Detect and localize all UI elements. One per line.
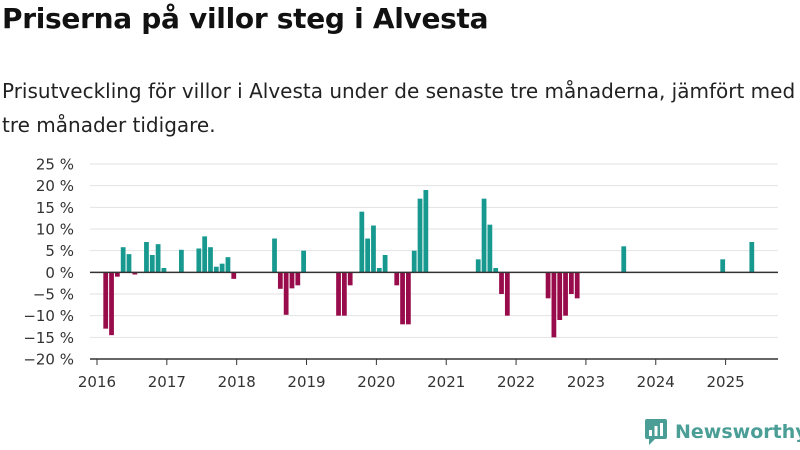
bar xyxy=(208,247,213,273)
bar xyxy=(563,272,568,316)
bar xyxy=(219,263,225,273)
bar xyxy=(196,248,202,273)
brand-name: Newsworthy xyxy=(675,421,800,443)
bar xyxy=(493,268,499,273)
bar xyxy=(720,259,726,273)
x-tick-label: 2025 xyxy=(707,373,745,391)
bar xyxy=(371,225,376,273)
bar xyxy=(475,259,481,273)
bar xyxy=(574,272,580,299)
bar xyxy=(411,250,417,273)
bar xyxy=(179,249,184,273)
bar xyxy=(301,250,306,273)
x-tick-label: 2024 xyxy=(637,373,675,391)
bar xyxy=(621,246,627,273)
x-tick-label: 2017 xyxy=(148,373,186,391)
y-tick-label: 25 % xyxy=(36,156,74,174)
bar xyxy=(394,272,400,286)
x-tick-label: 2016 xyxy=(78,373,116,391)
brand: Newsworthy xyxy=(644,418,800,446)
bar xyxy=(557,272,563,320)
bar xyxy=(109,272,114,336)
bar xyxy=(126,254,132,273)
y-tick-label: −15 % xyxy=(23,329,74,347)
bar xyxy=(225,257,231,273)
bar xyxy=(417,198,423,273)
y-tick-label: 10 % xyxy=(36,221,74,239)
bar xyxy=(277,272,283,289)
bar xyxy=(400,272,405,325)
x-tick-label: 2021 xyxy=(427,373,465,391)
newsworthy-logo-icon xyxy=(645,419,667,445)
bar xyxy=(155,244,161,273)
chart-subtitle: Prisutveckling för villor i Alvesta unde… xyxy=(2,79,796,137)
x-axis-ticks: 2016 2017 2018 2019 2020 2021 2022 2023 2024 2025 xyxy=(78,359,745,391)
y-tick-label: 5 % xyxy=(45,242,74,260)
bar xyxy=(551,272,557,338)
x-tick-label: 2022 xyxy=(497,373,535,391)
bars xyxy=(103,190,755,338)
bar xyxy=(149,255,155,273)
bar xyxy=(161,268,167,273)
gridlines xyxy=(90,163,778,360)
y-tick-label: 0 % xyxy=(45,264,74,282)
y-tick-label: −5 % xyxy=(33,286,74,304)
page-title: Priserna på villor steg i Alvesta xyxy=(2,2,489,35)
y-axis-ticks: 25 % 20 % 15 % 10 % 5 % 0 % −5 % −10 % −15 % −20 … xyxy=(23,156,74,369)
bar xyxy=(289,272,295,289)
bar xyxy=(568,272,574,294)
bar xyxy=(499,272,504,294)
bar xyxy=(120,247,126,273)
bar xyxy=(103,272,109,329)
bar xyxy=(365,238,371,273)
x-tick-label: 2019 xyxy=(287,373,325,391)
bar xyxy=(213,266,219,273)
bar xyxy=(376,268,382,273)
bar xyxy=(295,272,301,286)
bar xyxy=(231,272,237,279)
bar xyxy=(406,272,411,325)
bar xyxy=(504,272,510,316)
bar-annotation: 7 % xyxy=(0,0,14,4)
bar xyxy=(144,242,149,273)
bar xyxy=(283,272,289,315)
bar xyxy=(114,272,120,277)
bar xyxy=(423,190,429,273)
bar xyxy=(336,272,341,316)
x-axis xyxy=(90,271,778,360)
x-tick-label: 2023 xyxy=(567,373,605,391)
bar xyxy=(749,242,755,273)
bar xyxy=(545,272,551,299)
bar xyxy=(481,198,487,273)
y-tick-label: 20 % xyxy=(36,177,74,195)
bar xyxy=(487,224,493,273)
bar xyxy=(132,272,138,275)
bar xyxy=(382,255,388,273)
y-tick-label: 15 % xyxy=(36,199,74,217)
y-tick-label: −20 % xyxy=(23,351,74,369)
bar xyxy=(272,238,277,273)
bar xyxy=(359,211,365,273)
bar xyxy=(202,236,208,273)
x-tick-label: 2018 xyxy=(218,373,256,391)
y-tick-label: −10 % xyxy=(23,307,74,325)
bar xyxy=(347,272,353,286)
bar xyxy=(341,272,347,316)
x-tick-label: 2020 xyxy=(357,373,395,391)
